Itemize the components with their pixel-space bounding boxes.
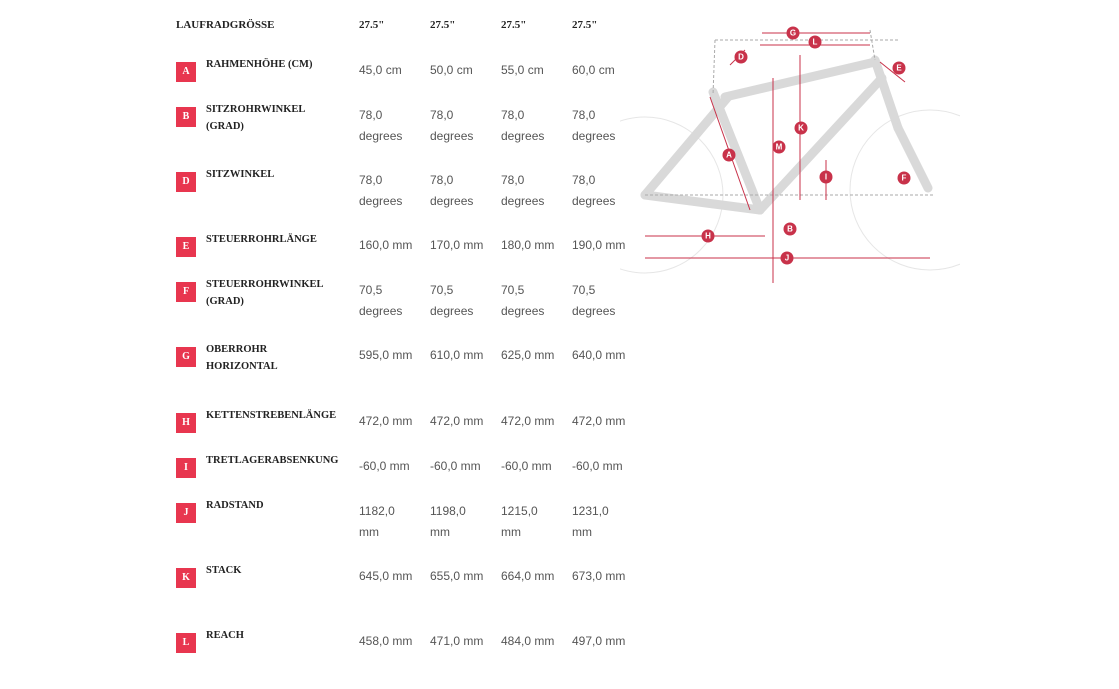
- row-letter: H: [176, 413, 196, 433]
- dimension-letter: I: [825, 173, 827, 182]
- row-value: 70,5 degrees: [501, 283, 545, 318]
- row-letter: E: [176, 237, 196, 257]
- row-letter: J: [176, 503, 196, 523]
- dimension-letter: M: [776, 143, 783, 152]
- label-dot: [892, 61, 906, 75]
- row-value: 78,0 degrees: [501, 173, 545, 208]
- size-header: 27.5": [359, 19, 385, 31]
- row-value: -60,0 mm: [501, 459, 552, 473]
- dimension-letter: K: [798, 124, 804, 133]
- row-value: 70,5 degrees: [430, 283, 474, 318]
- row-value: 472,0 mm: [359, 414, 413, 428]
- row-value: 190,0 mm: [572, 238, 626, 252]
- label-dot: [734, 50, 748, 64]
- row-label: RAHMENHÖHE (CM): [206, 59, 313, 70]
- row-label: OBERROHR HORIZONTAL: [206, 344, 278, 372]
- row-value: 595,0 mm: [359, 348, 413, 362]
- size-header: 27.5": [430, 19, 456, 31]
- row-letter: K: [176, 568, 196, 588]
- dimension-letter: L: [813, 38, 818, 47]
- row-label: KETTENSTREBENLÄNGE: [206, 410, 337, 421]
- bike-diagram: G L D E K M A I F B H J: [620, 26, 960, 283]
- dimension-labels: G L D E K M A I F B H J: [701, 26, 911, 265]
- label-dot: [722, 148, 736, 162]
- label-dot: [794, 121, 808, 135]
- row-value: 170,0 mm: [430, 238, 484, 252]
- label-dot: [772, 140, 786, 154]
- row-value: 472,0 mm: [430, 414, 484, 428]
- row-value: 78,0 degrees: [359, 173, 403, 208]
- header-label: LAUFRADGRÖSSE: [176, 19, 275, 31]
- row-label: STACK: [206, 565, 242, 576]
- label-dot: [783, 222, 797, 236]
- row-value: 655,0 mm: [430, 569, 484, 583]
- row-value: 180,0 mm: [501, 238, 555, 252]
- row-value: 472,0 mm: [501, 414, 555, 428]
- row-value: 78,0 degrees: [430, 173, 474, 208]
- row-value: 1215,0 mm: [501, 504, 538, 539]
- row-label: SITZROHRWINKEL (GRAD): [206, 104, 305, 132]
- size-header: 27.5": [501, 19, 527, 31]
- row-value: 610,0 mm: [430, 348, 484, 362]
- row-value: 645,0 mm: [359, 569, 413, 583]
- row-value: 45,0 cm: [359, 63, 402, 77]
- row-value: 70,5 degrees: [572, 283, 616, 318]
- row-value: 55,0 cm: [501, 63, 544, 77]
- row-value: -60,0 mm: [572, 459, 623, 473]
- row-value: 472,0 mm: [572, 414, 626, 428]
- row-value: 78,0 degrees: [572, 173, 616, 208]
- row-value: 640,0 mm: [572, 348, 626, 362]
- row-value: 78,0 degrees: [359, 108, 403, 143]
- dimension-letter: G: [790, 29, 796, 38]
- row-value: 625,0 mm: [501, 348, 555, 362]
- dimension-letter: D: [738, 53, 744, 62]
- row-value: 78,0 degrees: [430, 108, 474, 143]
- row-letter: B: [176, 107, 196, 127]
- row-letter: I: [176, 458, 196, 478]
- row-label: TRETLAGERABSENKUNG: [206, 455, 339, 466]
- row-value: -60,0 mm: [430, 459, 481, 473]
- dimension-letter: A: [726, 151, 732, 160]
- dimension-letter: J: [785, 254, 789, 263]
- row-value: 673,0 mm: [572, 569, 626, 583]
- row-value: 458,0 mm: [359, 634, 413, 648]
- row-value: 1231,0 mm: [572, 504, 609, 539]
- label-dot: [897, 171, 911, 185]
- row-letter: A: [176, 62, 196, 82]
- dimension-letter: F: [902, 174, 907, 183]
- row-letter: L: [176, 633, 196, 653]
- row-value: 50,0 cm: [430, 63, 473, 77]
- row-letter: G: [176, 347, 196, 367]
- row-value: 1182,0 mm: [359, 504, 395, 539]
- row-value: 78,0 degrees: [501, 108, 545, 143]
- row-value: 664,0 mm: [501, 569, 555, 583]
- label-dot: [786, 26, 800, 40]
- label-dot: [808, 35, 822, 49]
- size-header: 27.5": [572, 19, 598, 31]
- row-letter: F: [176, 282, 196, 302]
- label-dot: [780, 251, 794, 265]
- label-dot: [701, 229, 715, 243]
- row-letter: D: [176, 172, 196, 192]
- dimension-letter: E: [896, 64, 902, 73]
- dimension-letter: B: [787, 225, 793, 234]
- row-value: 484,0 mm: [501, 634, 555, 648]
- row-value: 471,0 mm: [430, 634, 484, 648]
- row-value: 160,0 mm: [359, 238, 413, 252]
- row-value: 70,5 degrees: [359, 283, 403, 318]
- row-label: SITZWINKEL: [206, 169, 275, 180]
- row-value: 60,0 cm: [572, 63, 615, 77]
- row-label: STEUERROHRLÄNGE: [206, 234, 317, 245]
- row-value: -60,0 mm: [359, 459, 410, 473]
- dimension-letter: H: [705, 232, 711, 241]
- row-label: STEUERROHRWINKEL (GRAD): [206, 279, 323, 307]
- row-label: REACH: [206, 630, 244, 641]
- row-value: 78,0 degrees: [572, 108, 616, 143]
- row-label: RADSTAND: [206, 500, 264, 511]
- label-dot: [819, 170, 833, 184]
- row-value: 497,0 mm: [572, 634, 626, 648]
- row-value: 1198,0 mm: [430, 504, 466, 539]
